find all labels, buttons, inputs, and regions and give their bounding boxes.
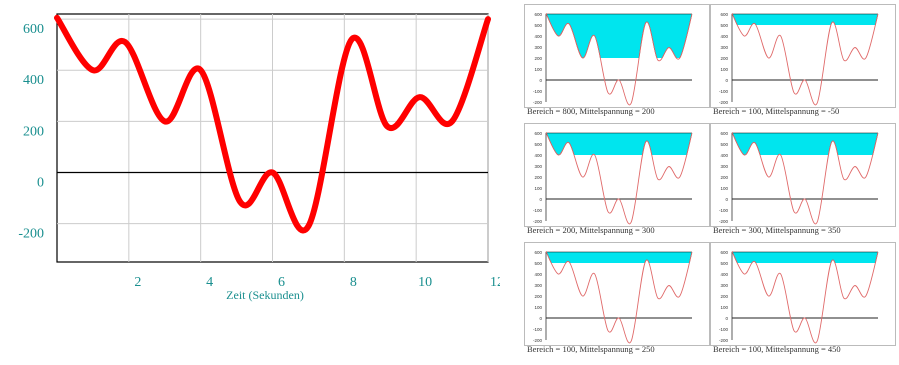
panel-y-tick-label: 600 xyxy=(720,250,728,255)
panel-y-tick-label: 0 xyxy=(539,197,542,202)
panel-y-tick-label: 100 xyxy=(534,67,542,72)
panel-y-tick-label: -200 xyxy=(533,219,543,224)
main-chart: 600 400 200 0 -200 2 4 6 8 10 12 Zeit (Sekunden) xyxy=(18,13,500,302)
panel-caption: Bereich = 100, Mittelspannung = -50 xyxy=(713,106,840,116)
panel-y-tick-label: 100 xyxy=(720,305,728,310)
y-tick-label: 0 xyxy=(37,176,44,191)
rainflow-panel: 600 500 400 300 200 100 0 -100 -200 Bereich = 100… xyxy=(710,242,896,361)
panel-series-line xyxy=(731,251,879,344)
rainflow-panel: 600 500 400 300 200 100 0 -100 -200 Bereich = 800… xyxy=(524,4,710,123)
y-tick-label: 200 xyxy=(23,124,44,139)
panel-y-tick-label: 300 xyxy=(720,164,728,169)
panel-y-tick-label: -100 xyxy=(533,89,543,94)
panel-y-tick-label: 200 xyxy=(720,294,728,299)
panel-caption: Bereich = 200, Mittelspannung = 300 xyxy=(527,225,655,235)
panel-y-tick-label: 300 xyxy=(720,283,728,288)
panel-series-line xyxy=(731,132,879,225)
panel-y-tick-label: 300 xyxy=(534,283,542,288)
panel-y-tick-label: 400 xyxy=(720,272,728,277)
panel-y-tick-label: 600 xyxy=(534,131,542,136)
panel-series-line xyxy=(545,132,693,225)
panel-y-tick-label: 600 xyxy=(534,12,542,17)
y-tick-labels: 600 400 200 0 -200 xyxy=(18,22,44,242)
panel-y-tick-label: -100 xyxy=(533,208,543,213)
rainflow-panel: 600 500 400 300 200 100 0 -100 -200 Bereich = 100… xyxy=(710,4,896,123)
y-tick-label: 600 xyxy=(23,22,44,37)
panel-y-tick-label: 100 xyxy=(720,186,728,191)
panel-y-tick-label: -100 xyxy=(719,208,729,213)
panel-caption: Bereich = 100, Mittelspannung = 250 xyxy=(527,344,655,354)
rainflow-panel: 600 500 400 300 200 100 0 -100 -200 Bereich = 100… xyxy=(524,242,710,361)
panel-y-tick-label: -200 xyxy=(533,100,543,105)
panel-y-tick-label: -100 xyxy=(719,327,729,332)
x-tick-labels: 2 4 6 8 10 12 xyxy=(134,275,500,290)
panel-y-tick-label: 400 xyxy=(720,34,728,39)
panel-y-tick-label: 300 xyxy=(534,45,542,50)
panel-caption: Bereich = 800, Mittelspannung = 200 xyxy=(527,106,655,116)
x-tick-label: 12 xyxy=(490,275,500,290)
panel-y-tick-label: 0 xyxy=(725,316,728,321)
panel-y-tick-label: 600 xyxy=(534,250,542,255)
panel-y-tick-label: 0 xyxy=(539,78,542,83)
rainflow-panel: 600 500 400 300 200 100 0 -100 -200 Bereich = 200… xyxy=(524,123,710,242)
panel-y-tick-label: 400 xyxy=(720,153,728,158)
panel-y-tick-label: 100 xyxy=(534,305,542,310)
panel-y-tick-label: 400 xyxy=(534,272,542,277)
panel-y-tick-label: 600 xyxy=(720,131,728,136)
series-line xyxy=(54,14,491,234)
panel-y-tick-label: 200 xyxy=(720,175,728,180)
panel-y-tick-label: 200 xyxy=(534,294,542,299)
panel-y-tick-label: 400 xyxy=(534,153,542,158)
panel-y-tick-label: -200 xyxy=(719,338,729,343)
panel-series-line xyxy=(545,13,693,106)
panel-y-tick-label: 100 xyxy=(720,67,728,72)
panel-y-tick-label: -200 xyxy=(533,338,543,343)
panel-y-tick-label: -100 xyxy=(719,89,729,94)
x-axis-label: Zeit (Sekunden) xyxy=(226,288,304,302)
panel-series-line xyxy=(731,13,879,106)
panel-y-tick-label: 500 xyxy=(720,142,728,147)
y-tick-label: 400 xyxy=(23,73,44,88)
panel-y-tick-label: -100 xyxy=(533,327,543,332)
panel-series-line xyxy=(545,251,693,344)
panel-y-tick-label: 600 xyxy=(720,12,728,17)
panel-y-tick-label: 200 xyxy=(720,56,728,61)
panel-y-tick-label: 400 xyxy=(534,34,542,39)
panel-y-tick-label: 200 xyxy=(534,175,542,180)
x-tick-label: 2 xyxy=(134,275,141,290)
x-tick-label: 6 xyxy=(278,275,285,290)
panel-caption: Bereich = 100, Mittelspannung = 450 xyxy=(713,344,841,354)
panel-chart: 600 500 400 300 200 100 0 -100 -200 xyxy=(524,123,710,227)
y-tick-label: -200 xyxy=(18,227,44,242)
panel-y-tick-label: 500 xyxy=(534,261,542,266)
panel-y-tick-label: 0 xyxy=(539,316,542,321)
panel-grid: 600 500 400 300 200 100 0 -100 -200 Bereich = 800… xyxy=(524,4,896,362)
panel-y-tick-label: 500 xyxy=(720,261,728,266)
panel-y-tick-label: 100 xyxy=(534,186,542,191)
panel-chart: 600 500 400 300 200 100 0 -100 -200 xyxy=(710,242,896,346)
panel-y-tick-label: 500 xyxy=(534,142,542,147)
panel-y-tick-label: 0 xyxy=(725,197,728,202)
x-tick-label: 10 xyxy=(418,275,432,290)
panel-chart: 600 500 400 300 200 100 0 -100 -200 xyxy=(524,242,710,346)
panel-y-tick-label: 0 xyxy=(725,78,728,83)
panel-y-tick-label: 200 xyxy=(534,56,542,61)
panel-y-tick-label: 500 xyxy=(720,23,728,28)
panel-y-tick-label: 300 xyxy=(720,45,728,50)
panel-chart: 600 500 400 300 200 100 0 -100 -200 xyxy=(524,4,710,108)
panel-caption: Bereich = 300, Mittelspannung = 350 xyxy=(713,225,841,235)
panel-y-tick-label: -200 xyxy=(719,219,729,224)
panel-y-tick-label: -200 xyxy=(719,100,729,105)
panel-chart: 600 500 400 300 200 100 0 -100 -200 xyxy=(710,4,896,108)
panel-chart: 600 500 400 300 200 100 0 -100 -200 xyxy=(710,123,896,227)
x-tick-label: 4 xyxy=(206,275,213,290)
rainflow-panel: 600 500 400 300 200 100 0 -100 -200 Bereich = 300… xyxy=(710,123,896,242)
panel-y-tick-label: 500 xyxy=(534,23,542,28)
x-tick-label: 8 xyxy=(350,275,357,290)
panel-y-tick-label: 300 xyxy=(534,164,542,169)
